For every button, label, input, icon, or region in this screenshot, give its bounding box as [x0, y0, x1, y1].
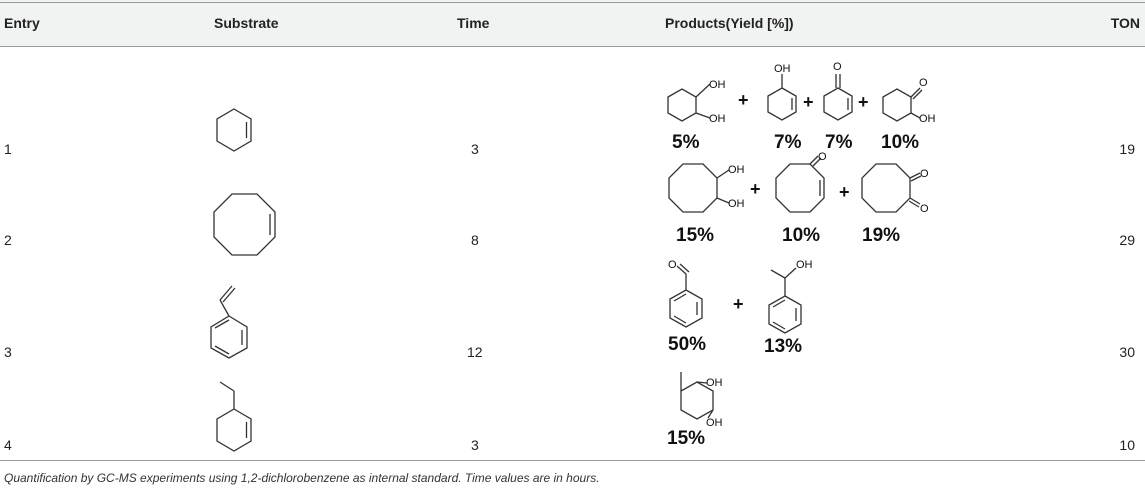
hydroxyl-label: OH: [709, 79, 726, 91]
yield-label: 7%: [774, 132, 802, 153]
yield-label: 5%: [672, 132, 700, 153]
time-cell: 8: [471, 232, 479, 248]
benzaldehyde-structure: [670, 264, 702, 327]
table-bottom-rule: [0, 460, 1145, 461]
4-vinylcyclohexene-structure: [217, 382, 251, 451]
ton-cell: 10: [1119, 437, 1135, 453]
table-footnote: Quantification by GC-MS experiments usin…: [4, 471, 600, 485]
hydroxyl-label: OH: [706, 377, 723, 389]
oxygen-label: O: [668, 259, 677, 271]
table-header-background: [0, 0, 1145, 46]
table-top-rule: [0, 2, 1145, 3]
yield-label: 50%: [668, 334, 706, 355]
hydroxycyclohexanone-structure: [883, 88, 922, 121]
time-cell: 3: [471, 437, 479, 453]
plus-sign: +: [738, 90, 749, 110]
cyclohexenone-structure: [824, 74, 852, 120]
header-substrate: Substrate: [214, 15, 279, 31]
cyclohexenol-structure: [768, 74, 796, 120]
oxygen-label: O: [919, 77, 928, 89]
time-cell: 12: [467, 344, 483, 360]
cyclooctene-structure: [214, 194, 275, 255]
hydroxyl-label: OH: [728, 164, 745, 176]
cyclooctanediol-structure: [669, 164, 729, 212]
hydroxyl-label: OH: [728, 198, 745, 210]
oxygen-label: O: [920, 168, 929, 180]
plus-sign: +: [733, 294, 744, 314]
header-products: Products(Yield [%]): [665, 15, 794, 31]
yield-label: 15%: [667, 428, 705, 449]
hydroxyl-label: OH: [709, 113, 726, 125]
entry-cell: 3: [4, 344, 12, 360]
phenylethanol-structure: [769, 268, 801, 333]
oxygen-label: O: [920, 203, 929, 215]
yield-label: 15%: [676, 225, 714, 246]
plus-sign: +: [839, 182, 850, 202]
ton-cell: 29: [1119, 232, 1135, 248]
hydroxyl-label: OH: [706, 417, 723, 429]
yield-label: 7%: [825, 132, 853, 153]
yield-label: 19%: [862, 225, 900, 246]
cyclooctanedione-structure: [862, 164, 921, 212]
ton-cell: 19: [1119, 141, 1135, 157]
entry-cell: 1: [4, 141, 12, 157]
entry-cell: 4: [4, 437, 12, 453]
plus-sign: +: [803, 92, 814, 112]
plus-sign: +: [750, 179, 761, 199]
entry-cell: 2: [4, 232, 12, 248]
oxygen-label: O: [818, 151, 827, 163]
hydroxyl-label: OH: [919, 113, 936, 125]
oxygen-label: O: [833, 61, 842, 73]
cyclooctenone-structure: [776, 156, 824, 212]
header-time: Time: [457, 15, 490, 31]
plus-sign: +: [858, 92, 869, 112]
ton-cell: 30: [1119, 344, 1135, 360]
yield-label: 13%: [764, 336, 802, 357]
styrene-structure: [211, 286, 247, 358]
cyclohexene-structure: [217, 109, 251, 151]
hydroxyl-label: OH: [796, 259, 813, 271]
header-entry: Entry: [4, 15, 40, 31]
cyclohexanediol-structure: [668, 84, 710, 121]
time-cell: 3: [471, 141, 479, 157]
yield-label: 10%: [782, 225, 820, 246]
header-ton: TON: [1110, 15, 1140, 31]
table-header-rule: [0, 46, 1145, 47]
vinylcyclohexanediol-structure: [681, 372, 713, 419]
yield-label: 10%: [881, 132, 919, 153]
hydroxyl-label: OH: [774, 63, 791, 75]
